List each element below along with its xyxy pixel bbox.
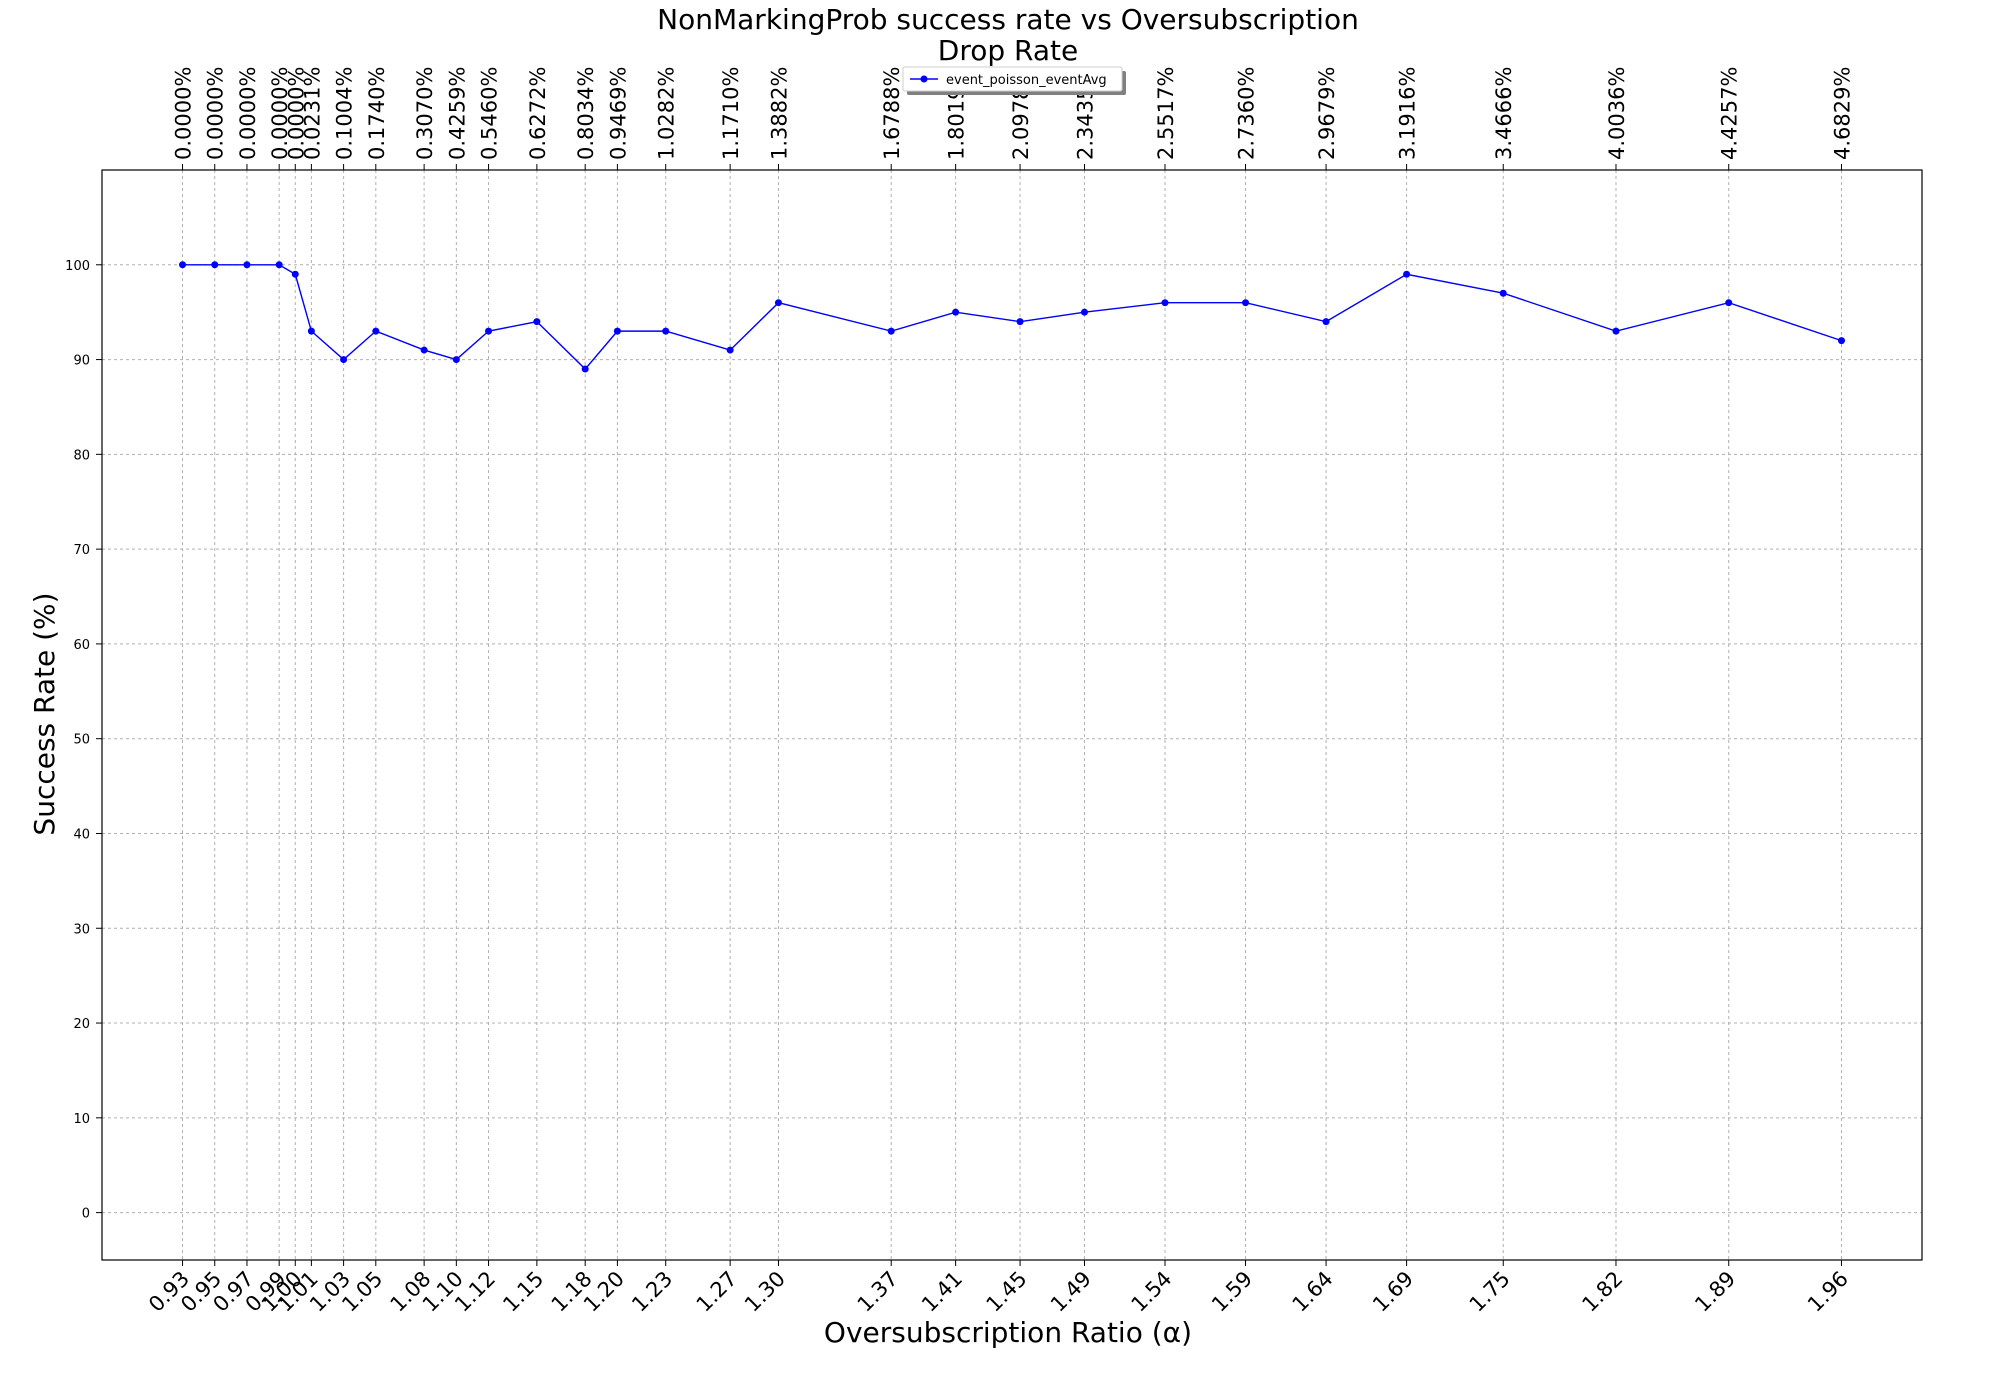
data-point: [1080, 308, 1088, 316]
legend-marker-sample: [920, 75, 928, 83]
x-tick-label: 1.69: [1368, 1267, 1418, 1317]
x-tick-label: 1.54: [1127, 1267, 1177, 1317]
data-point: [1161, 299, 1169, 307]
x-tick-label: 1.15: [498, 1267, 548, 1317]
drop-rate-tick-label: 4.6829%: [1830, 67, 1854, 160]
drop-rate-tick-label: 0.0000%: [204, 67, 228, 160]
data-point: [1403, 270, 1411, 278]
drop-rate-tick-label: 1.3882%: [767, 67, 791, 160]
x-tick-label: 1.59: [1207, 1267, 1257, 1317]
data-point: [726, 346, 734, 354]
y-tick-label: 10: [73, 1112, 90, 1127]
data-point: [613, 327, 621, 335]
y-axis-label: Success Rate (%): [28, 592, 61, 835]
data-point: [533, 318, 541, 326]
legend-entry-label: event_poisson_eventAvg: [946, 73, 1107, 88]
y-tick-label: 0: [82, 1207, 90, 1222]
legend: event_poisson_eventAvg: [902, 66, 1126, 95]
y-tick-label: 50: [73, 733, 90, 748]
drop-rate-tick-label: 4.0036%: [1605, 67, 1629, 160]
data-point: [452, 356, 460, 364]
drop-rate-tick-label: 0.1740%: [365, 67, 389, 160]
x-axis-label: Oversubscription Ratio (α): [824, 1316, 1192, 1349]
data-point: [1322, 318, 1330, 326]
data-point: [1016, 318, 1024, 326]
drop-rate-tick-label: 1.1710%: [719, 67, 743, 160]
data-point: [275, 261, 283, 269]
series-polyline: [182, 264, 1842, 371]
drop-rate-tick-label: 3.4666%: [1492, 67, 1516, 160]
x-tick-label: 1.41: [917, 1267, 967, 1317]
data-point: [581, 365, 589, 373]
data-point: [307, 327, 315, 335]
drop-rate-tick-label: 4.4257%: [1718, 67, 1742, 160]
drop-rate-tick-label: 2.5517%: [1154, 67, 1178, 160]
drop-rate-tick-label: 0.1004%: [333, 67, 357, 160]
drop-rate-tick-label: 0.9469%: [606, 67, 630, 160]
chart-title: NonMarkingProb success rate vs Oversubsc…: [657, 3, 1359, 36]
data-point: [340, 356, 348, 364]
y-tick-label: 100: [65, 259, 90, 274]
drop-rate-tick-label: 0.3070%: [413, 67, 437, 160]
drop-rate-tick-label: 0.8034%: [574, 67, 598, 160]
y-tick-label: 70: [73, 543, 90, 558]
data-point: [372, 327, 380, 335]
y-tick-label: 90: [73, 354, 90, 369]
data-point: [952, 308, 960, 316]
data-point: [1242, 299, 1250, 307]
data-point: [243, 261, 251, 269]
top-axis-label: Drop Rate: [938, 34, 1078, 67]
data-point: [774, 299, 782, 307]
drop-rate-tick-label: 1.0282%: [655, 67, 679, 160]
x-tick-label: 1.30: [740, 1267, 790, 1317]
drop-rate-tick-label: 0.4259%: [445, 67, 469, 160]
y-tick-label: 20: [73, 1017, 90, 1032]
drop-rate-tick-label: 0.0000%: [284, 67, 308, 160]
drop-rate-tick-label: 2.7360%: [1235, 67, 1259, 160]
x-tick-label: 1.27: [692, 1267, 742, 1317]
drop-rate-tick-label: 1.6788%: [880, 67, 904, 160]
drop-rate-tick-label: 0.0000%: [172, 67, 196, 160]
data-point: [291, 270, 299, 278]
data-point: [1837, 337, 1845, 345]
series-line: [179, 261, 1845, 373]
data-point: [485, 327, 493, 335]
drop-rate-tick-label: 2.9679%: [1315, 67, 1339, 160]
x-tick-label: 1.23: [627, 1267, 677, 1317]
x-tick-label: 1.45: [982, 1267, 1032, 1317]
data-point: [211, 261, 219, 269]
data-point: [662, 327, 670, 335]
y-tick-label: 60: [73, 638, 90, 653]
x-tick-label: 1.89: [1690, 1267, 1740, 1317]
data-point: [420, 346, 428, 354]
data-point: [1499, 289, 1507, 297]
x-tick-label: 1.75: [1465, 1267, 1515, 1317]
x-tick-label: 1.82: [1577, 1267, 1627, 1317]
y-tick-label: 80: [73, 448, 90, 463]
data-point: [1612, 327, 1620, 335]
x-tick-label: 1.96: [1803, 1267, 1853, 1317]
data-point: [887, 327, 895, 335]
drop-rate-tick-label: 0.0000%: [268, 67, 292, 160]
legend-box: [902, 66, 1123, 92]
drop-rate-tick-label: 0.6272%: [526, 67, 550, 160]
data-point: [1725, 299, 1733, 307]
drop-rate-tick-label: 0.5460%: [478, 67, 502, 160]
x-tick-label: 1.49: [1046, 1267, 1096, 1317]
drop-rate-tick-label: 0.0231%: [300, 67, 324, 160]
y-tick-label: 40: [73, 827, 90, 842]
y-tick-label: 30: [73, 922, 90, 937]
x-tick-label: 1.37: [853, 1267, 903, 1317]
drop-rate-tick-label: 3.1916%: [1396, 67, 1420, 160]
x-tick-label: 1.64: [1288, 1267, 1338, 1317]
drop-rate-tick-label: 0.0000%: [236, 67, 260, 160]
plot-frame: [101, 169, 1923, 1261]
data-point: [179, 261, 187, 269]
